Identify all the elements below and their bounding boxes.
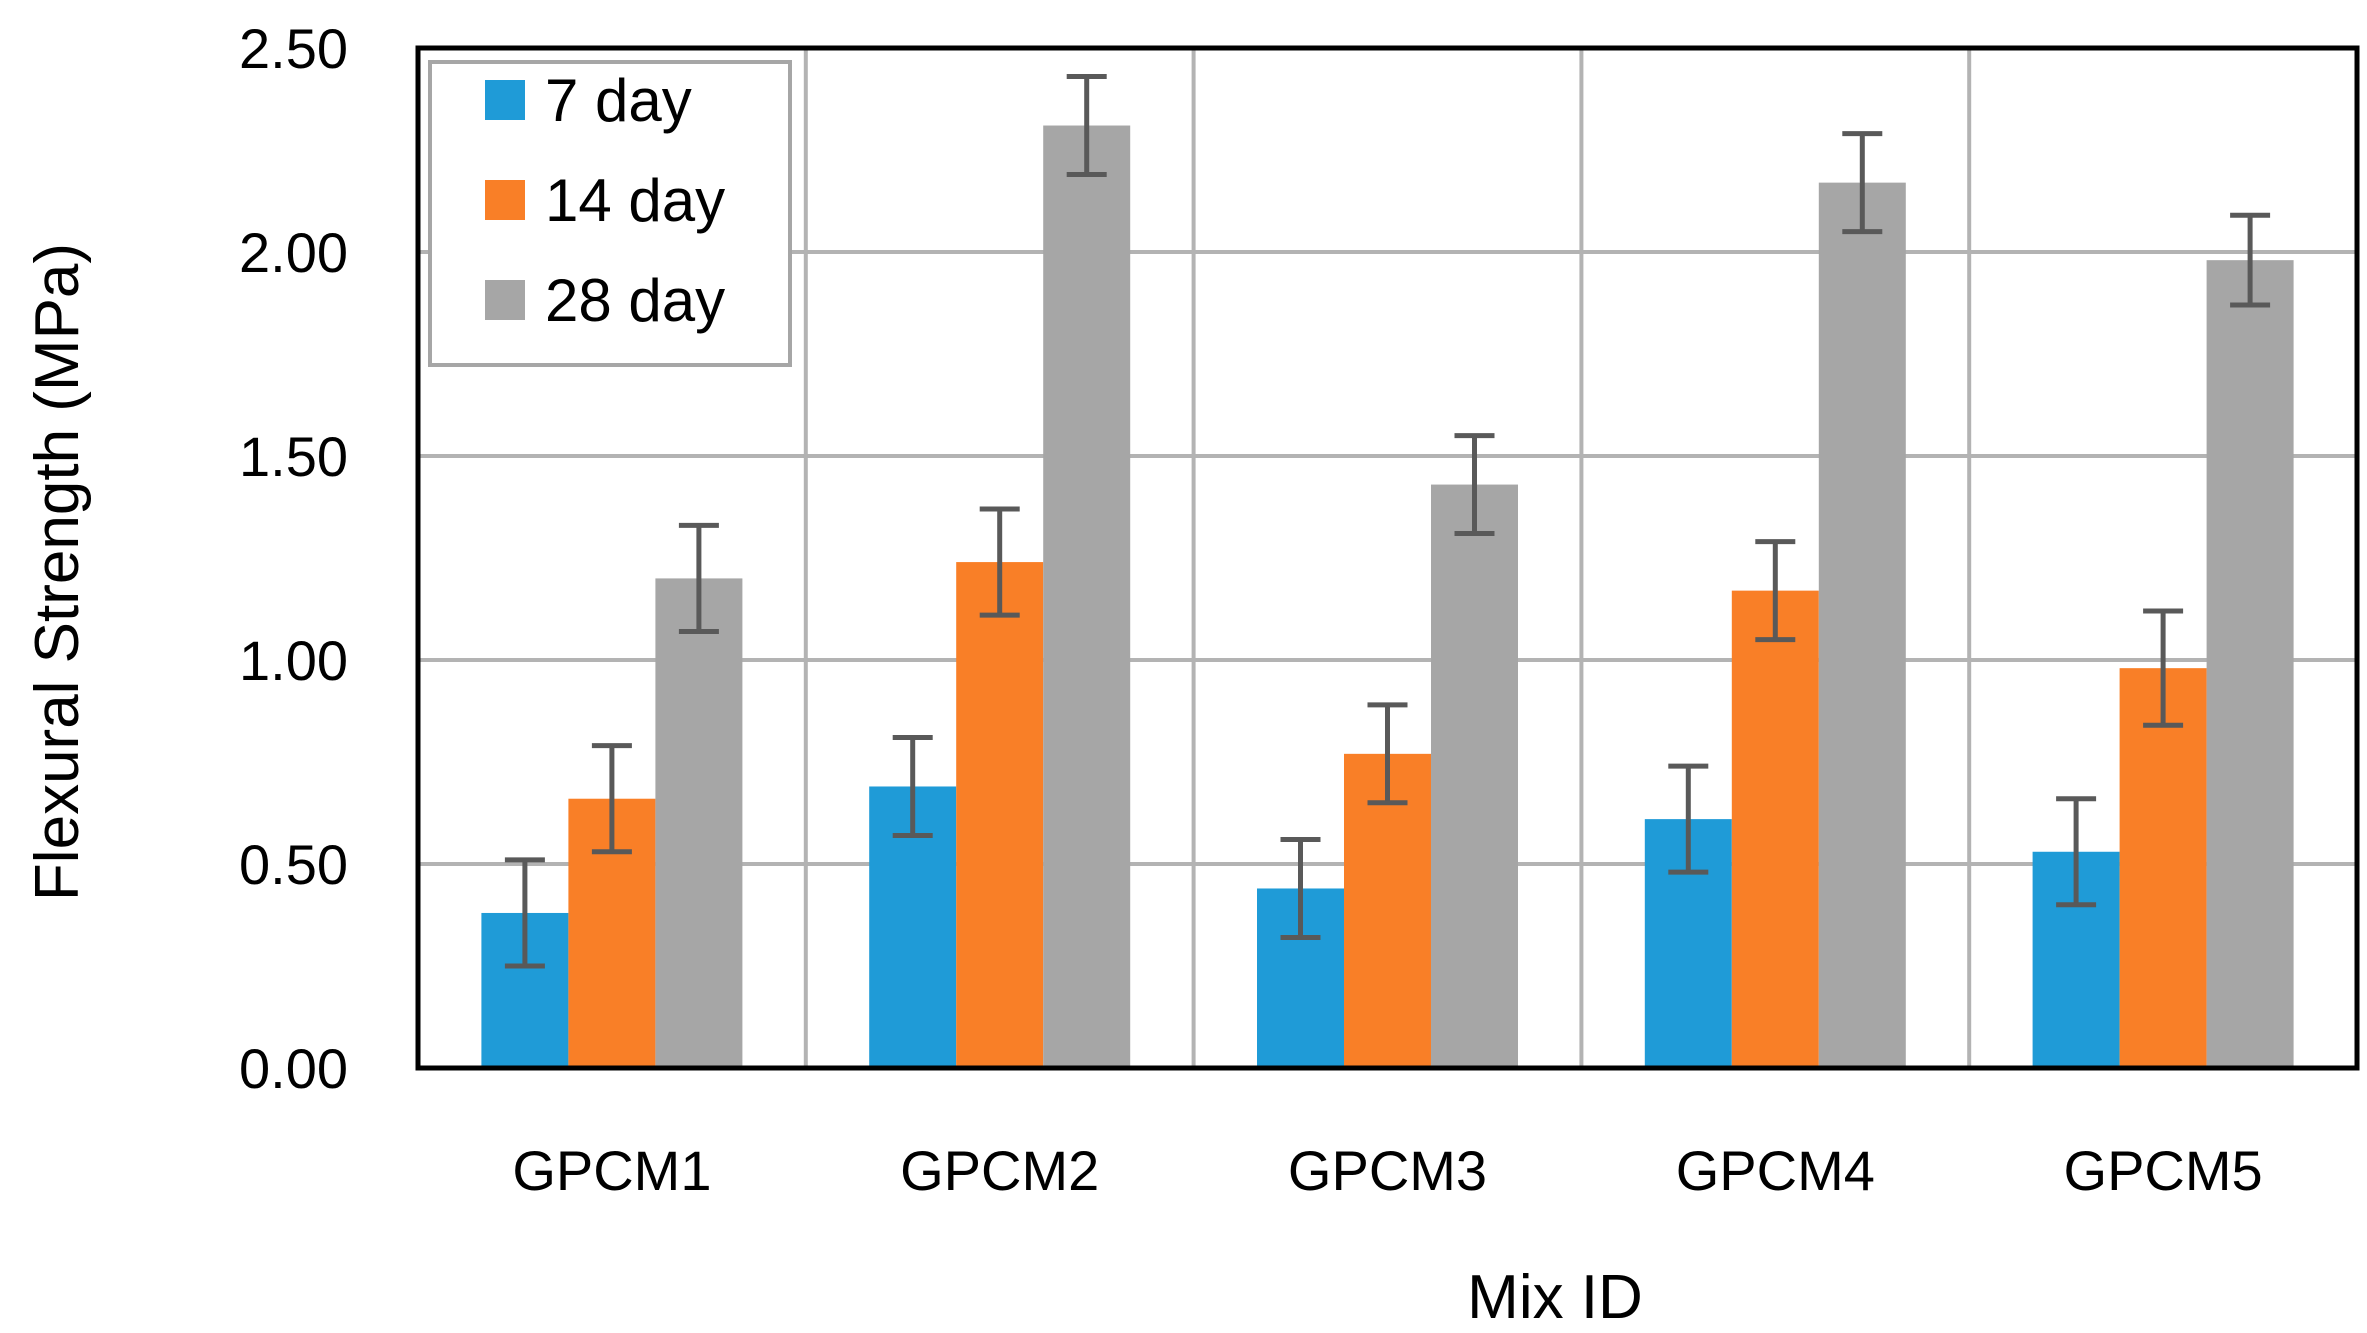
x-tick-label: GPCM1 [512, 1139, 711, 1202]
y-tick-label: 2.50 [239, 17, 348, 80]
x-tick-label: GPCM2 [900, 1139, 1099, 1202]
plot-frame [415, 45, 2360, 1071]
y-tick-label: 1.00 [239, 629, 348, 692]
bar-28-day-GPCM3 [1431, 484, 1518, 1068]
bar-28-day-GPCM2 [1043, 125, 1131, 1068]
bar-28-day-GPCM5 [2206, 260, 2294, 1068]
x-tick-label: GPCM4 [1676, 1139, 1875, 1202]
y-tick-label: 1.50 [239, 425, 348, 488]
legend-label-28-day: 28 day [545, 267, 725, 334]
legend: 7 day 14 day 28 day [428, 60, 792, 367]
bar-14-day-GPCM3 [1344, 753, 1431, 1068]
y-tick-label: 0.00 [239, 1037, 348, 1100]
y-tick-label: 2.00 [239, 221, 348, 284]
x-axis-ticks: GPCM1 GPCM2 GPCM3 GPCM4 GPCM5 [512, 1139, 2262, 1202]
y-axis-ticks: 0.00 0.50 1.00 1.50 2.00 2.50 [239, 17, 348, 1100]
legend-swatch-14-day [485, 180, 525, 220]
bars [481, 125, 2294, 1068]
error-bars [504, 74, 2271, 969]
bar-14-day-GPCM5 [2119, 668, 2207, 1068]
bar-28-day-GPCM4 [1818, 182, 1906, 1068]
y-axis-title: Flexural Strength (MPa) [23, 243, 92, 901]
legend-swatch-7-day [485, 80, 525, 120]
legend-swatch-28-day [485, 280, 525, 320]
legend-label-7-day: 7 day [545, 67, 692, 134]
bar-14-day-GPCM4 [1731, 590, 1819, 1068]
bar-14-day-GPCM2 [956, 562, 1044, 1068]
x-tick-label: GPCM3 [1288, 1139, 1487, 1202]
y-tick-label: 0.50 [239, 833, 348, 896]
x-tick-label: GPCM5 [2064, 1139, 2263, 1202]
bar-28-day-GPCM1 [655, 578, 743, 1068]
x-axis-title: Mix ID [1467, 1263, 1643, 1332]
legend-label-14-day: 14 day [545, 167, 725, 234]
